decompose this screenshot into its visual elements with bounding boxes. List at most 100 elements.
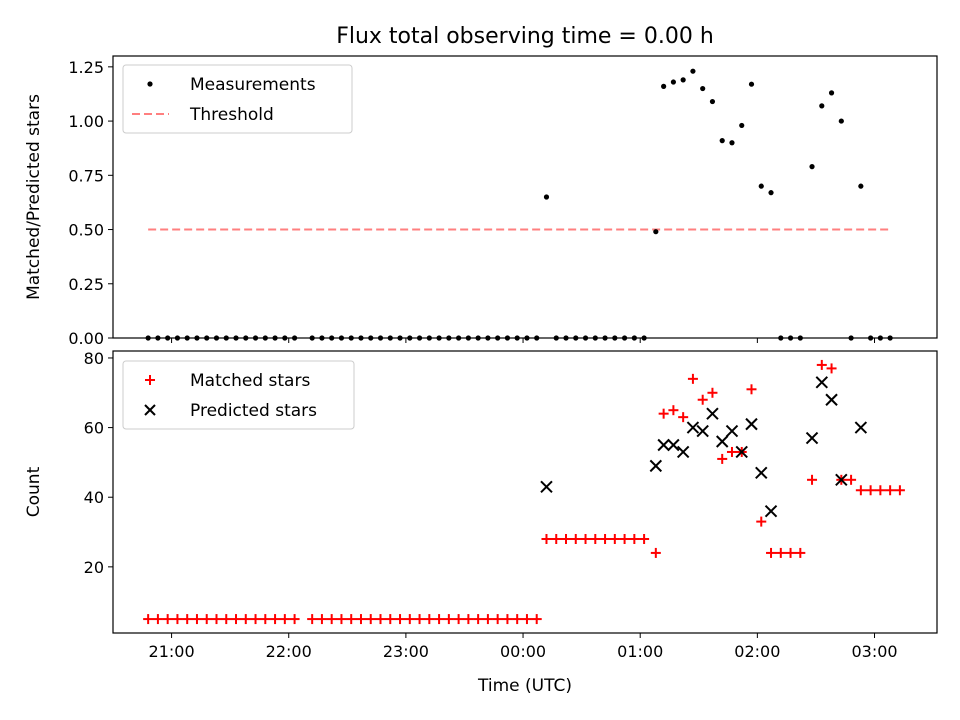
- predicted-star-point: [735, 445, 748, 459]
- y-axis-label: Count: [24, 466, 44, 517]
- measurement-point: [368, 335, 374, 341]
- measurement-point: [329, 335, 335, 341]
- measurement-point: [653, 229, 659, 235]
- legend-marker-x: [144, 404, 156, 416]
- measurement-point: [155, 335, 161, 341]
- matched-star-point: [580, 534, 591, 544]
- matched-star-point: [152, 614, 163, 625]
- matched-star-point: [424, 614, 435, 625]
- matched-star-point: [785, 547, 796, 558]
- matched-star-point: [443, 614, 454, 625]
- y-tick-label: 1.00: [68, 112, 104, 131]
- measurement-point: [739, 122, 745, 129]
- matched-star-point: [211, 614, 222, 625]
- measurement-point: [534, 335, 540, 341]
- measurement-point: [338, 335, 345, 341]
- matched-star-point: [561, 534, 572, 544]
- measurement-point: [573, 335, 579, 341]
- legend-box: [122, 360, 355, 430]
- predicted-star-point: [540, 480, 553, 493]
- matched-star-point: [143, 614, 154, 625]
- predicted-star-point: [755, 466, 768, 480]
- y-tick-label: 0.50: [68, 221, 104, 240]
- matched-star-point: [279, 614, 290, 625]
- measurement-point: [514, 335, 520, 341]
- matched-star-point: [756, 516, 767, 527]
- predicted-star-point: [649, 459, 663, 473]
- measurement-point: [877, 335, 883, 341]
- measurement-point: [184, 335, 190, 341]
- measurement-point: [631, 335, 637, 341]
- matched-star-point: [551, 534, 562, 544]
- matched-star-point: [492, 614, 503, 625]
- matched-star-point: [502, 614, 513, 625]
- matched-star-point: [434, 614, 445, 625]
- measurement-point: [252, 335, 259, 341]
- matched-star-point: [231, 614, 242, 625]
- matched-star-point: [346, 614, 357, 625]
- measurement-point: [194, 335, 200, 341]
- measurement-point: [729, 140, 735, 146]
- matched-star-point: [182, 614, 193, 625]
- measurement-point: [272, 335, 278, 341]
- x-tick-label: 03:00: [851, 642, 897, 661]
- measurement-point: [543, 194, 550, 200]
- measurement-point: [223, 335, 229, 341]
- measurement-point: [719, 138, 725, 144]
- y-tick-label: 40: [84, 488, 104, 507]
- measurement-point: [641, 335, 647, 341]
- matched-star-point: [365, 614, 376, 625]
- x-tick-label: 00:00: [500, 642, 546, 661]
- measurement-point: [592, 335, 598, 341]
- matched-star-point: [355, 614, 366, 625]
- matched-star-point: [807, 474, 818, 485]
- matched-star-point: [629, 534, 640, 544]
- matched-star-point: [875, 485, 886, 496]
- matched-star-point: [162, 614, 173, 625]
- measurement-point: [690, 68, 696, 74]
- measurement-point: [407, 335, 413, 341]
- x-axis-label: Time (UTC): [477, 676, 572, 696]
- predicted-star-point: [825, 393, 838, 406]
- y-axis-label: Matched/Predicted stars: [24, 94, 44, 300]
- x-tick-label: 02:00: [734, 642, 780, 661]
- measurement-point: [213, 335, 220, 341]
- legend-marker-dot: [147, 81, 153, 87]
- legend-label: Predicted stars: [190, 401, 317, 421]
- matched-star-point: [326, 614, 337, 625]
- ratio-panel: 0.00 0.25 0.50 0.75 1.00 1.25 Matched/Predicte…: [24, 55, 938, 348]
- measurement-point: [436, 335, 442, 341]
- measurement-point: [787, 335, 794, 341]
- matched-star-point: [395, 614, 406, 625]
- matched-star-point: [678, 412, 689, 423]
- measurement-point: [838, 118, 844, 124]
- matched-star-point: [250, 614, 261, 625]
- measurement-point: [524, 335, 530, 341]
- predicted-star-point: [676, 445, 690, 459]
- matched-star-point: [707, 387, 718, 398]
- y-tick-label: 0.00: [68, 329, 104, 348]
- matched-star-point: [336, 614, 347, 625]
- measurement-point: [700, 85, 706, 92]
- matched-star-point: [865, 485, 876, 496]
- measurement-point: [868, 335, 874, 341]
- matched-star-point: [512, 614, 523, 625]
- measurement-point: [233, 335, 239, 341]
- x-tick-label: 23:00: [383, 642, 429, 661]
- measurement-point: [485, 335, 491, 341]
- measurement-point: [553, 335, 559, 341]
- matched-star-point: [172, 614, 183, 625]
- measurement-point: [670, 79, 676, 85]
- measurement-point: [612, 335, 618, 341]
- matched-star-point: [894, 485, 905, 496]
- measurement-point: [174, 335, 181, 341]
- matched-star-point: [385, 614, 396, 625]
- figure-title: Flux total observing time = 0.00 h: [336, 24, 714, 49]
- matched-star-point: [697, 394, 708, 405]
- measurement-point: [758, 183, 764, 189]
- measurement-point: [778, 335, 784, 341]
- measurement-point: [291, 335, 298, 341]
- matched-star-point: [191, 614, 202, 625]
- matched-star-point: [531, 614, 542, 625]
- matched-star-point: [414, 614, 425, 625]
